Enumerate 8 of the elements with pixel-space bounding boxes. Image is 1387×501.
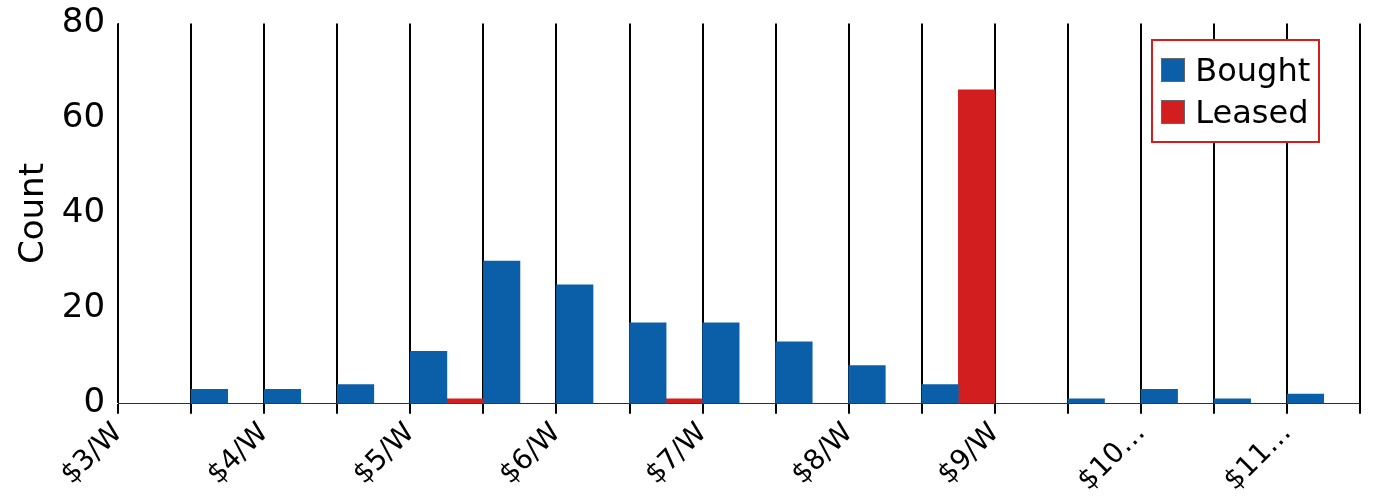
- legend-label: Bought: [1195, 51, 1311, 90]
- y-tick-label: 60: [61, 95, 106, 136]
- legend-label: Leased: [1195, 93, 1309, 132]
- y-tick-label: 0: [83, 380, 106, 421]
- y-tick-label: 80: [61, 0, 106, 41]
- y-tick-label: 20: [61, 285, 106, 326]
- y-axis-title: Count: [11, 163, 52, 265]
- y-tick-label: 40: [61, 190, 106, 231]
